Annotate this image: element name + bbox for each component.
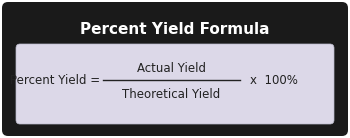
Text: Percent Yield =: Percent Yield = (10, 74, 100, 87)
Text: Percent Yield Formula: Percent Yield Formula (80, 22, 270, 38)
FancyBboxPatch shape (16, 44, 334, 124)
Text: Theoretical Yield: Theoretical Yield (122, 87, 220, 100)
FancyBboxPatch shape (2, 2, 348, 136)
Text: Actual Yield: Actual Yield (137, 62, 206, 75)
Text: x  100%: x 100% (250, 74, 298, 87)
